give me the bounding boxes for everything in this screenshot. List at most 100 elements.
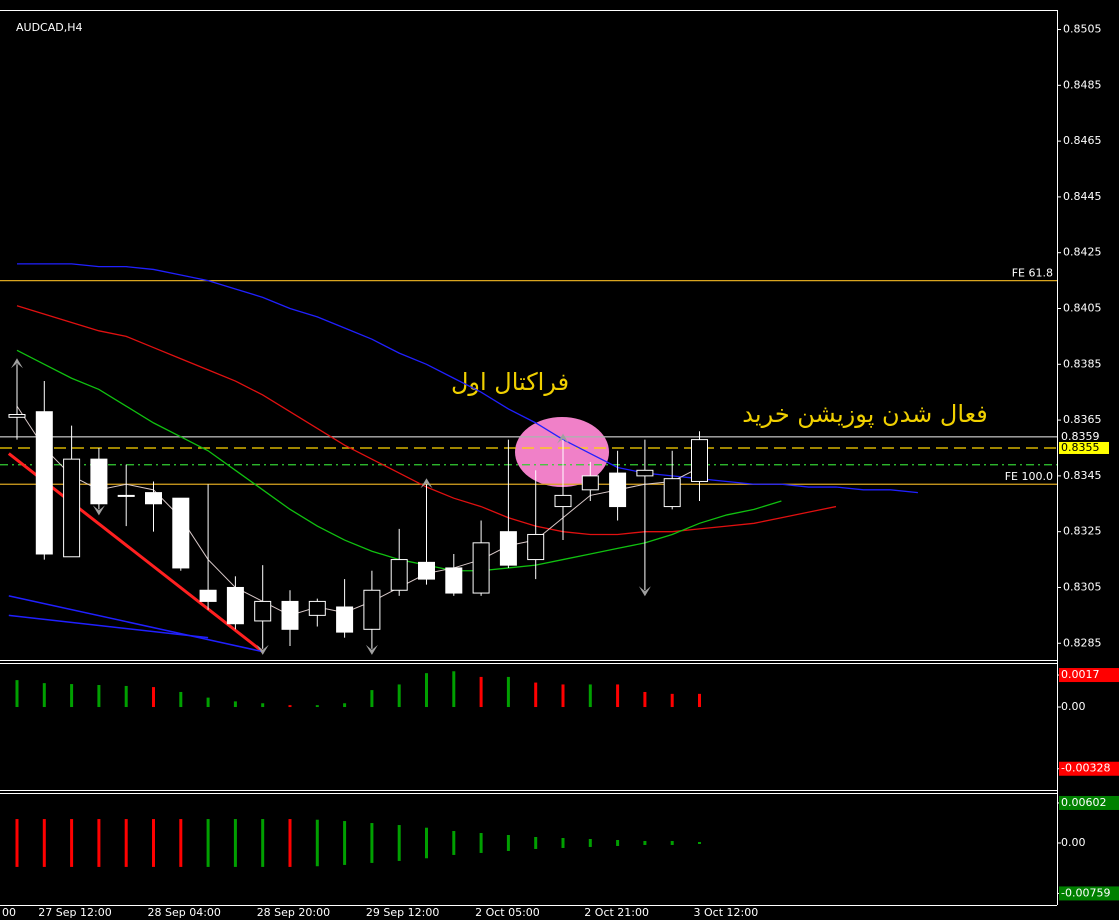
candle-body: [581, 475, 599, 491]
candle-body: [636, 469, 654, 477]
candle-body: [8, 414, 26, 418]
histogram-bar: [452, 831, 456, 855]
histogram-bar: [288, 705, 292, 708]
fractal-arrow: [92, 505, 105, 516]
histogram-bar: [479, 676, 483, 708]
histogram-bar: [452, 671, 456, 708]
histogram-bar: [588, 838, 592, 847]
y-tick-label: 0.8305: [1063, 580, 1102, 593]
candle-body: [445, 567, 463, 594]
x-tick-label: 3 Oct 12:00: [694, 906, 759, 919]
fractal-arrow: [638, 586, 651, 597]
histogram-bar: [315, 705, 319, 708]
candle-body: [281, 600, 299, 630]
y-tick-box: [1059, 761, 1119, 776]
histogram-bar: [206, 819, 210, 867]
histogram-bar: [42, 683, 46, 708]
frame: [0, 10, 1058, 906]
histogram-bar: [233, 701, 237, 708]
candle-body: [145, 492, 162, 505]
price-tag: 0.8355: [1061, 441, 1100, 454]
histogram-bar: [70, 684, 74, 708]
candle-body: [472, 542, 490, 594]
y-tick-label: 0.8365: [1063, 413, 1102, 426]
histogram-bar: [42, 819, 46, 867]
chart-title: AUDCAD,H4: [16, 21, 83, 34]
y-tick-label: -0.00759: [1061, 886, 1110, 899]
histogram-bar: [425, 827, 428, 859]
y-tick-label: 0.8505: [1063, 23, 1102, 36]
histogram-bar: [124, 685, 128, 708]
y-tick-label: 0.8485: [1063, 78, 1102, 91]
moving-average: [16, 405, 700, 616]
histogram-bar: [616, 839, 620, 846]
histogram-bar: [97, 819, 101, 867]
histogram-bar: [425, 673, 428, 708]
y-tick-label: 0.00602: [1061, 796, 1107, 809]
histogram-bar: [588, 684, 592, 708]
price-tag: 0.8359: [1061, 430, 1100, 443]
histogram-bar: [506, 676, 510, 708]
candle-body: [418, 561, 435, 580]
x-tick-label: 2 Oct 05:00: [475, 906, 540, 919]
y-tick-label: 0.00: [1061, 836, 1086, 849]
y-tick-label: 0.8385: [1063, 357, 1102, 370]
histogram-bar: [206, 697, 210, 708]
candle-body: [308, 600, 326, 616]
candle-body: [363, 589, 381, 630]
histogram-bar: [370, 690, 374, 708]
x-tick-label: 28 Sep 20:00: [257, 906, 330, 919]
price-tag-box: [1059, 441, 1109, 454]
histogram-bar: [397, 825, 401, 861]
histogram-bar: [288, 819, 292, 867]
y-tick-label: 0.8325: [1063, 525, 1102, 538]
histogram-bar: [15, 680, 19, 708]
histogram-bar: [616, 684, 620, 708]
histogram-bar: [534, 682, 538, 708]
histogram-bar: [370, 823, 374, 863]
histogram-bar: [698, 841, 701, 844]
y-tick-label: -0.00328: [1061, 762, 1110, 775]
candle-body: [527, 533, 545, 561]
y-tick-box: [1059, 795, 1119, 810]
candle-body: [336, 606, 354, 633]
histogram-bar: [124, 819, 128, 867]
y-tick-label: 0.8405: [1063, 301, 1102, 314]
histogram-bar: [561, 837, 565, 848]
histogram-bar: [179, 819, 183, 867]
histogram-bar: [15, 819, 19, 867]
histogram-bar: [233, 819, 237, 867]
candle-body: [117, 494, 135, 497]
y-tick-label: 0.8425: [1063, 246, 1102, 259]
fractal-arrow: [365, 644, 378, 655]
x-tick-label: 00: [2, 906, 16, 919]
histogram-bar: [561, 684, 565, 708]
x-tick-label: 2 Oct 21:00: [584, 906, 649, 919]
y-tick-label: 0.8285: [1063, 636, 1102, 649]
histogram-bar: [261, 703, 265, 708]
candle-body: [554, 494, 572, 508]
histogram-bar: [479, 833, 483, 853]
histogram-bar: [670, 840, 674, 845]
candle-body: [691, 439, 708, 482]
y-tick-box: [1059, 668, 1119, 683]
trendline: [8, 614, 209, 639]
histogram-bar: [97, 685, 101, 708]
fractal-arrow: [11, 358, 23, 369]
y-tick-label: 0.8465: [1063, 134, 1102, 147]
annotation: فراکتال اول: [451, 368, 569, 396]
candle-body: [90, 458, 108, 505]
candle-body: [663, 478, 681, 508]
y-tick-box: [1059, 886, 1119, 901]
candle-body: [254, 600, 272, 622]
histogram-bar: [152, 687, 155, 708]
annotation: فعال شدن پوزیشن خرید: [742, 400, 987, 428]
histogram-bar: [698, 693, 701, 708]
trendline: [8, 595, 263, 653]
candle-body: [226, 586, 244, 625]
histogram-bar: [643, 840, 647, 845]
x-tick-label: 28 Sep 04:00: [148, 906, 221, 919]
histogram-bar: [397, 684, 401, 708]
